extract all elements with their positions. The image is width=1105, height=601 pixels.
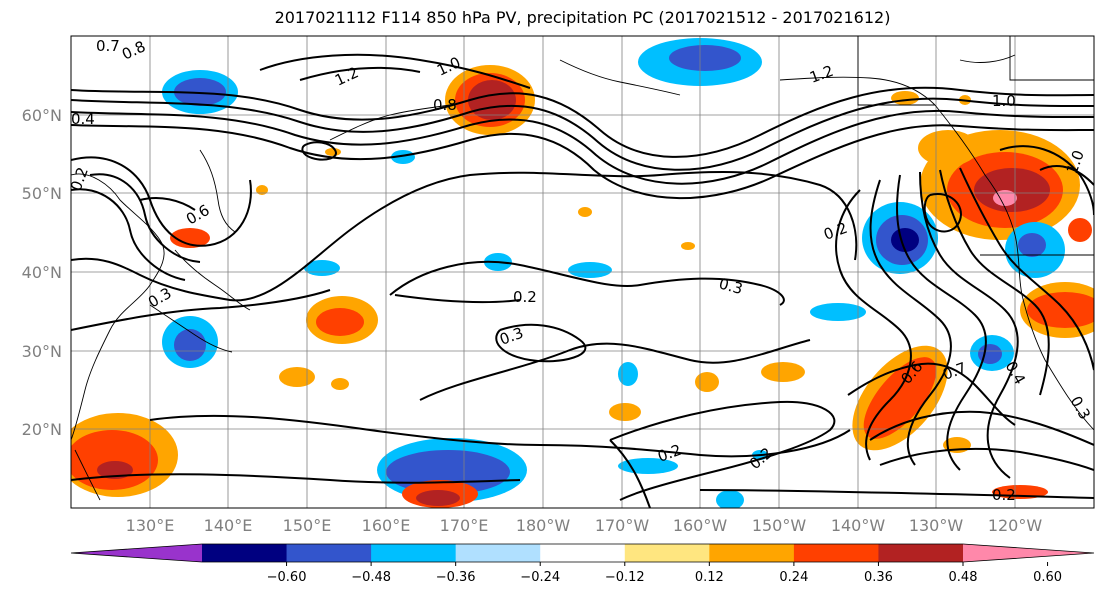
colorbar-tick-label: 0.36 — [864, 570, 893, 585]
contour-label: 1.0 — [992, 92, 1016, 110]
lat-label: 30°N — [22, 342, 62, 361]
colorbar-tick-label: −0.48 — [351, 570, 391, 585]
map-title: 2017021112 F114 850 hPa PV, precipitatio… — [274, 8, 891, 27]
colorbar-tick-label: 0.60 — [1033, 570, 1062, 585]
contour-label: 0.4 — [71, 110, 95, 128]
colorbar-outline — [70, 543, 1095, 563]
colorbar-segment — [624, 544, 710, 562]
lat-label: 40°N — [22, 263, 62, 282]
lat-label: 20°N — [22, 420, 62, 439]
colorbar-tick-label: 0.24 — [779, 570, 808, 585]
colorbar-segment — [371, 544, 457, 562]
lon-label: 150°E — [283, 516, 332, 535]
colorbar-tick-label: −0.24 — [520, 570, 560, 585]
contour-label: 0.2 — [513, 288, 537, 306]
lon-label: 130°E — [126, 516, 175, 535]
lon-label: 160°E — [362, 516, 411, 535]
gridlines — [71, 36, 1094, 508]
lon-label: 180°W — [516, 516, 571, 535]
lon-label: 150°W — [752, 516, 807, 535]
colorbar-segment — [709, 544, 795, 562]
colorbar-tick-label: −0.60 — [267, 570, 307, 585]
precipitation-shading — [71, 38, 1094, 508]
latitude-labels: 60°N 50°N 40°N 30°N 20°N — [22, 106, 62, 439]
longitude-labels: 130°E 140°E 150°E 160°E 170°E 180°W 170°… — [126, 516, 1043, 535]
lat-label: 50°N — [22, 184, 62, 203]
contour-label: 0.7 — [96, 37, 120, 55]
lon-label: 120°W — [988, 516, 1043, 535]
lon-label: 160°W — [673, 516, 728, 535]
contour-label: 0.8 — [433, 96, 457, 114]
lon-label: 170°E — [440, 516, 489, 535]
colorbar-tick-label: 0.48 — [949, 570, 978, 585]
contour-label: 0.2 — [992, 486, 1016, 504]
lon-label: 140°W — [831, 516, 886, 535]
colorbar-segment — [878, 544, 964, 562]
colorbar-tick-label: 0.12 — [695, 570, 724, 585]
colorbar-extend-low — [71, 544, 202, 562]
lon-label: 130°W — [909, 516, 964, 535]
colorbar-segment — [793, 544, 879, 562]
colorbar-tick-label: −0.36 — [436, 570, 476, 585]
lon-label: 140°E — [204, 516, 253, 535]
contour-label: 0.3 — [717, 274, 745, 298]
map-frame — [70, 35, 1095, 509]
colorbar-segment — [455, 544, 541, 562]
pv-contours — [71, 53, 1094, 508]
colorbar: −0.60 −0.48 −0.36 −0.24 −0.12 0.12 0.24 0.36 0.4… — [70, 543, 1095, 585]
lon-label: 170°W — [595, 516, 650, 535]
colorbar-segment — [286, 544, 372, 562]
colorbar-extend-high — [963, 544, 1094, 562]
colorbar-segment — [202, 544, 288, 562]
colorbar-segment — [540, 544, 626, 562]
lat-label: 60°N — [22, 106, 62, 125]
colorbar-tick-label: −0.12 — [605, 570, 645, 585]
